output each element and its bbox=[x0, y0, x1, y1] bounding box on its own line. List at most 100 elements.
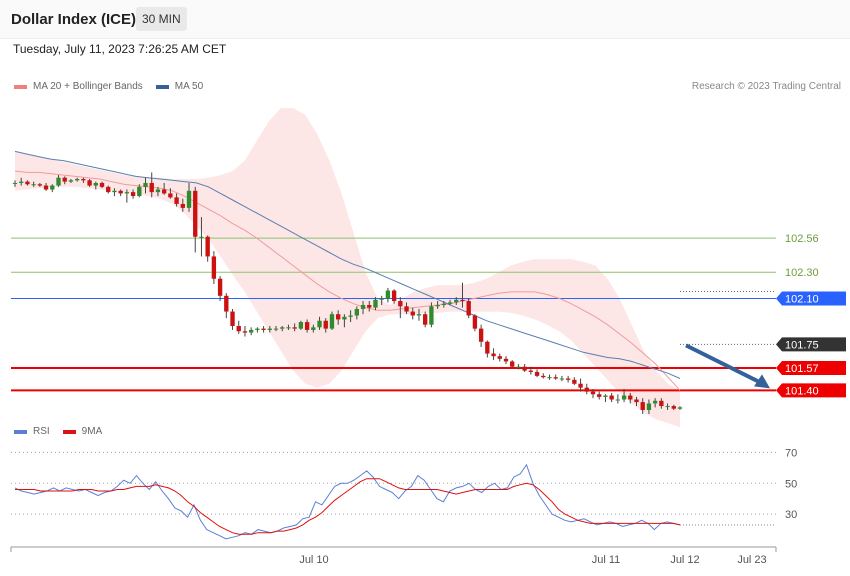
candle bbox=[12, 180, 18, 187]
candle bbox=[242, 326, 248, 337]
level-label-pivot: 102.10 bbox=[776, 291, 846, 306]
level-label-text: 101.75 bbox=[785, 339, 819, 351]
candle-body bbox=[286, 327, 291, 329]
candle bbox=[130, 189, 136, 199]
candle bbox=[186, 182, 192, 212]
candle-body bbox=[37, 184, 43, 186]
candle bbox=[485, 340, 490, 358]
candle-body bbox=[261, 328, 266, 330]
rsi-tick-label: 70 bbox=[785, 447, 797, 459]
candle bbox=[180, 198, 185, 212]
candle bbox=[342, 314, 347, 328]
timeframe-badge[interactable]: 30 MIN bbox=[136, 7, 187, 31]
candle-body bbox=[137, 186, 142, 197]
forecast-arrow-layer bbox=[685, 343, 770, 389]
candle bbox=[460, 282, 465, 308]
x-tick-label: Jul 12 bbox=[670, 554, 699, 566]
candle bbox=[497, 353, 502, 362]
candle bbox=[43, 182, 49, 191]
candle-body bbox=[609, 395, 614, 400]
candle-body bbox=[441, 303, 447, 305]
candle bbox=[609, 392, 614, 403]
candle bbox=[665, 403, 670, 410]
candle-body bbox=[528, 370, 534, 372]
candle bbox=[553, 374, 558, 380]
legend-swatch-9ma bbox=[62, 429, 76, 434]
candle-body bbox=[273, 328, 279, 330]
candle bbox=[565, 375, 571, 383]
candle-body bbox=[410, 311, 415, 316]
candle-body bbox=[161, 189, 167, 194]
candle bbox=[628, 392, 633, 404]
candle bbox=[615, 394, 621, 404]
forecast-arrow-shaft bbox=[685, 343, 763, 386]
candle-body bbox=[659, 400, 664, 407]
ma20-line bbox=[14, 170, 681, 391]
research-credit: Research © 2023 Trading Central bbox=[691, 81, 841, 92]
candle bbox=[311, 324, 316, 333]
candle bbox=[56, 175, 61, 187]
candle bbox=[273, 326, 279, 332]
level-label-text: 101.57 bbox=[785, 363, 819, 375]
level-label-text: 102.10 bbox=[785, 293, 819, 305]
rsi-series-9ma bbox=[15, 478, 681, 535]
candle-body bbox=[248, 329, 254, 333]
candle-body bbox=[472, 315, 478, 329]
candle bbox=[534, 369, 540, 378]
candle-body bbox=[497, 356, 502, 359]
candle bbox=[348, 310, 353, 323]
candle-body bbox=[534, 371, 540, 376]
candle-body bbox=[510, 361, 515, 367]
candle-body bbox=[311, 327, 316, 330]
candle-body bbox=[584, 387, 589, 392]
candle-body bbox=[603, 395, 608, 397]
candle bbox=[161, 182, 167, 195]
candle-body bbox=[317, 320, 322, 328]
candle-body bbox=[572, 379, 577, 384]
candle-body bbox=[466, 301, 471, 316]
candle bbox=[677, 406, 683, 410]
candle bbox=[50, 184, 55, 193]
candle bbox=[62, 176, 67, 185]
legend-label-rsi: RSI bbox=[33, 426, 50, 437]
candle bbox=[81, 177, 86, 183]
chart-datetime: Tuesday, July 11, 2023 7:26:25 AM CET bbox=[13, 42, 227, 56]
rsi-tick-label: 30 bbox=[785, 509, 797, 521]
candle-body bbox=[149, 182, 154, 193]
bollinger-band bbox=[15, 108, 680, 428]
candle bbox=[230, 308, 235, 330]
candle bbox=[659, 398, 664, 409]
candle-body bbox=[621, 395, 627, 400]
candle-body bbox=[491, 353, 496, 357]
candle bbox=[143, 177, 148, 194]
candle bbox=[472, 314, 478, 332]
candle-body bbox=[398, 301, 403, 307]
candle-body bbox=[385, 290, 391, 299]
candle-body bbox=[168, 193, 173, 198]
candle bbox=[646, 399, 652, 414]
bollinger-band-layer bbox=[15, 108, 680, 428]
candle bbox=[211, 251, 217, 284]
candle bbox=[391, 289, 397, 304]
candle bbox=[441, 301, 447, 308]
candle-body bbox=[298, 322, 304, 329]
instrument-title: Dollar Index (ICE) bbox=[11, 11, 137, 28]
candle-body bbox=[74, 179, 80, 181]
candle bbox=[25, 180, 30, 186]
candle bbox=[578, 378, 583, 392]
candle-body bbox=[559, 378, 565, 380]
candle bbox=[155, 186, 161, 197]
candle bbox=[292, 323, 297, 332]
candle-body bbox=[323, 320, 328, 329]
legend-swatch-rsi bbox=[14, 429, 27, 434]
candle-body bbox=[634, 399, 639, 403]
candle bbox=[199, 217, 204, 257]
candle bbox=[572, 377, 577, 386]
candle bbox=[31, 181, 36, 187]
candle-body bbox=[87, 180, 92, 186]
candle bbox=[255, 327, 260, 333]
candle-body bbox=[429, 306, 434, 325]
candle-body bbox=[435, 305, 440, 307]
candle-body bbox=[454, 299, 459, 303]
